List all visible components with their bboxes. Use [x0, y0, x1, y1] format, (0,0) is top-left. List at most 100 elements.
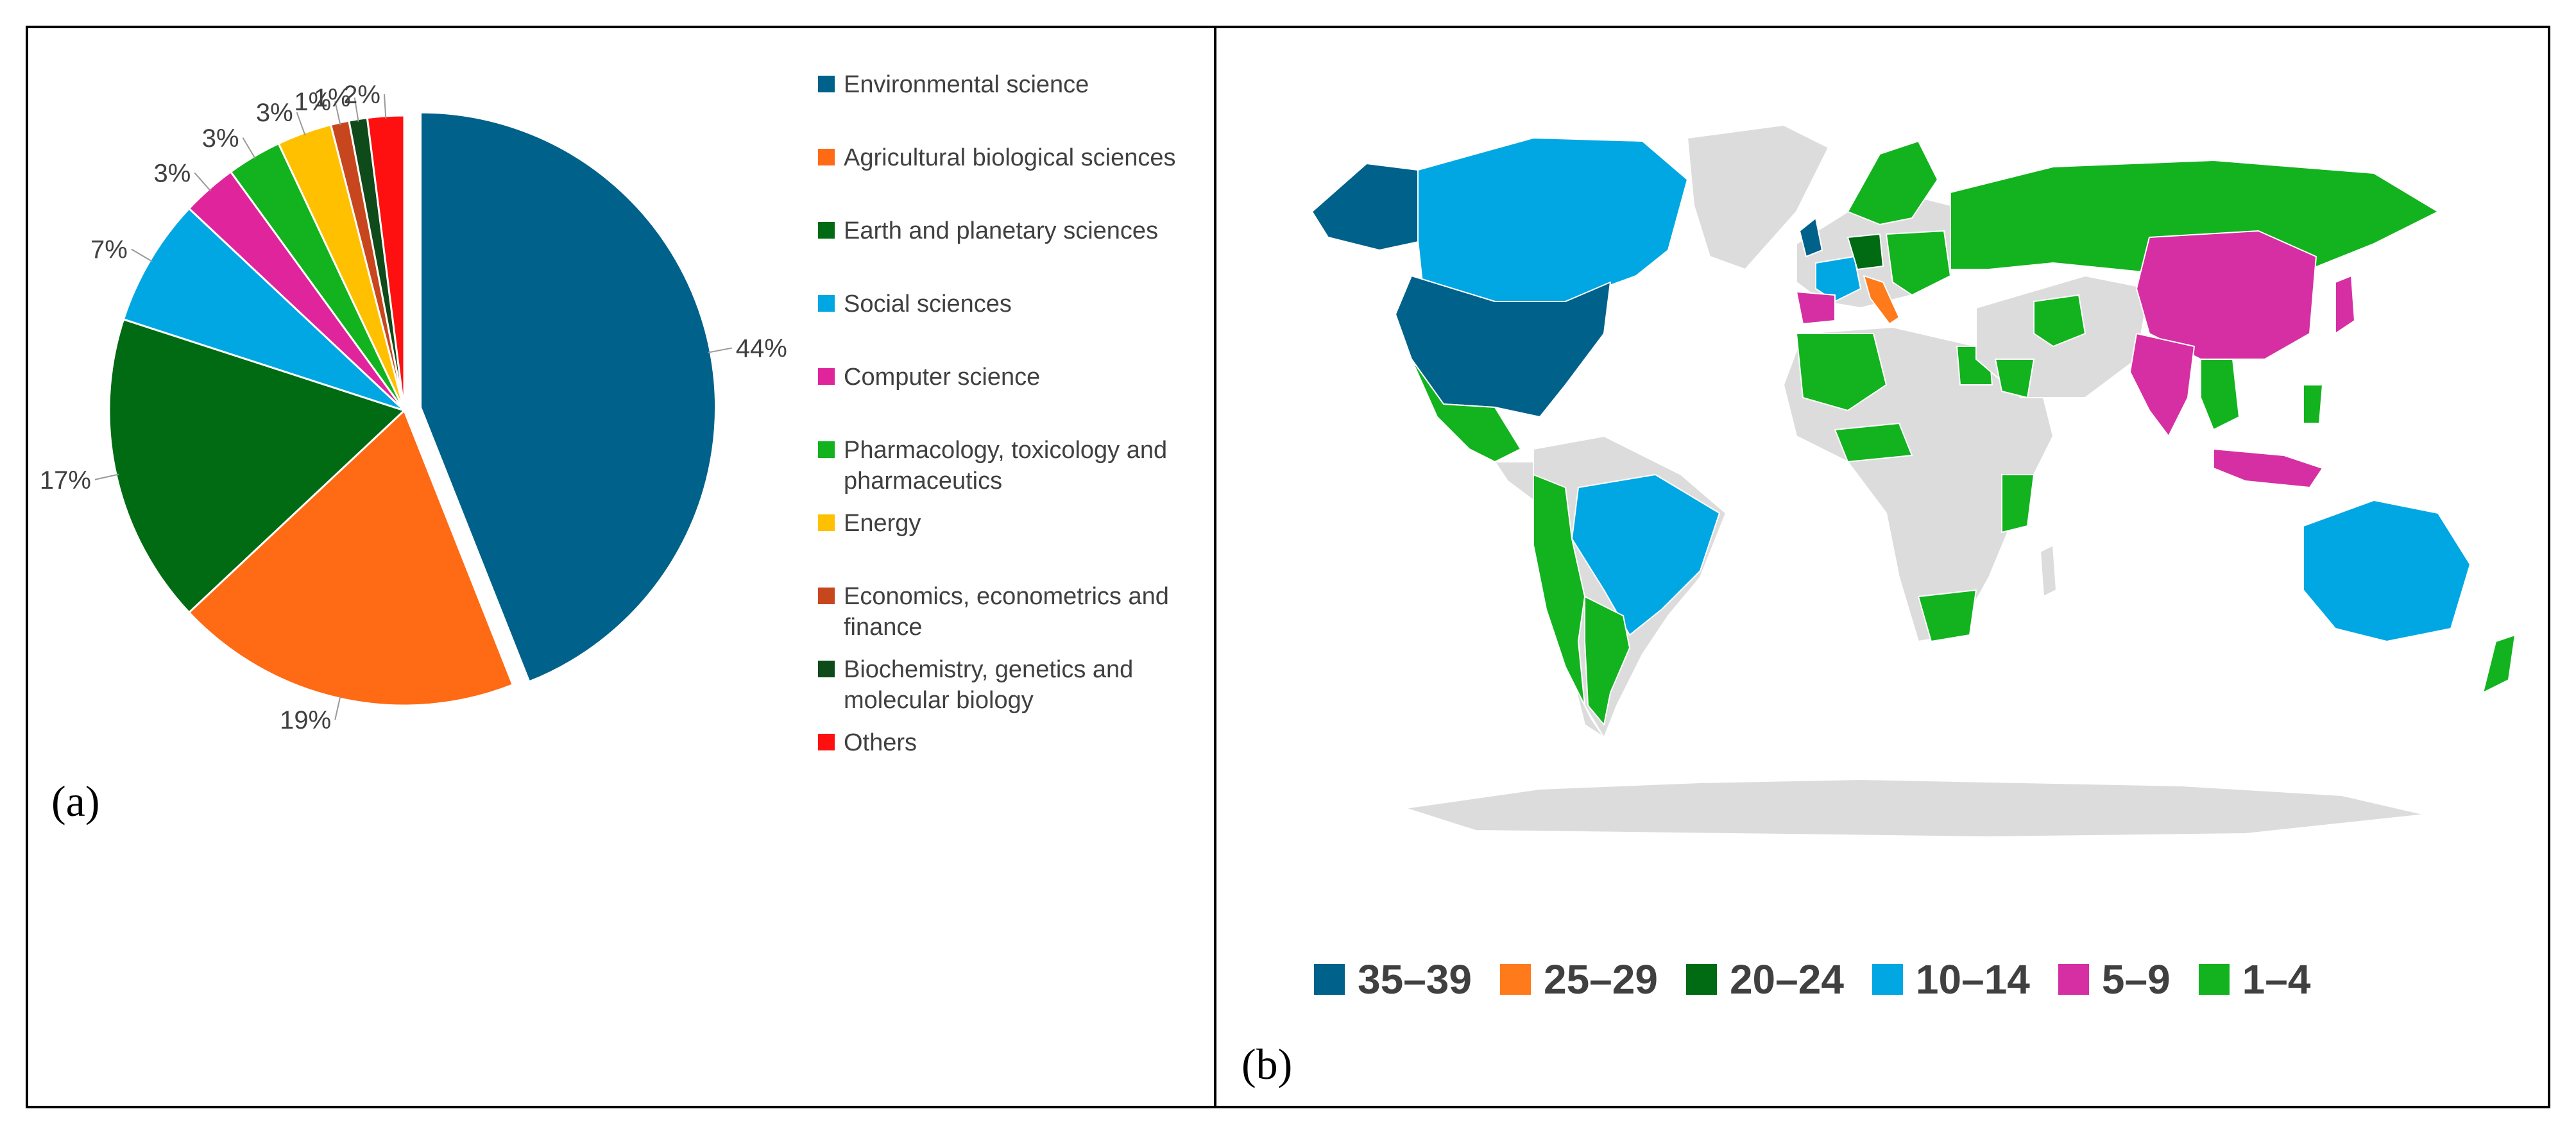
pie-data-label: 19%: [280, 706, 331, 734]
legend-item: Earth and planetary sciences: [818, 216, 1241, 246]
pie-data-label: 3%: [153, 159, 191, 187]
pie-chart: 44%19%17%7%3%3%3% 1%1%2%: [40, 81, 787, 734]
legend-label: Environmental science: [844, 71, 1089, 98]
legend-swatch: [818, 734, 835, 750]
leader-line: [94, 473, 119, 480]
map-region-antarctica: [1404, 779, 2426, 838]
map-region-canada: [1417, 137, 1688, 302]
legend-label: Computer science: [844, 364, 1041, 391]
legend-label: Earth and planetary sciences: [844, 217, 1159, 244]
pie-data-label: 44%: [736, 335, 787, 363]
legend-swatch: [818, 661, 835, 677]
map-region-south-africa: [1918, 589, 1977, 642]
legend-swatch: [818, 149, 835, 165]
map-region-brazil: [1571, 474, 1720, 636]
legend-swatch: [818, 514, 835, 531]
map-legend-item: 35–39: [1314, 956, 1472, 1003]
map-legend-item: 1–4: [2198, 956, 2311, 1003]
legend-item: Agricultural biological sciences: [818, 142, 1241, 173]
panel-b-label: (b): [1241, 1040, 1293, 1088]
map-region-mexico: [1411, 359, 1521, 462]
legend-item: Pharmacology, toxicology and pharmaceuti…: [818, 435, 1241, 496]
map-region-philippines: [2303, 384, 2323, 424]
pie-data-label: 1%: [294, 88, 331, 116]
panel-divider: [1214, 26, 1216, 1108]
map-region-usa: [1395, 275, 1611, 418]
map-legend-item: 5–9: [2058, 956, 2171, 1003]
legend-swatch: [818, 222, 835, 239]
map-legend-label: 35–39: [1358, 956, 1472, 1003]
map-region-alaska: [1311, 163, 1425, 251]
leader-line: [296, 112, 306, 136]
legend-label: Agricultural biological sciences: [844, 144, 1176, 171]
map-region-indonesia: [2213, 448, 2323, 488]
legend-label: Biochemistry, genetics and molecular bio…: [844, 656, 1134, 714]
map-legend-swatch: [1685, 964, 1717, 995]
map-region-new-zealand: [2482, 634, 2516, 693]
legend-item: Biochemistry, genetics and molecular bio…: [818, 654, 1241, 716]
leader-line: [131, 248, 153, 262]
world-map: [1311, 124, 2516, 838]
map-legend-swatch: [1499, 964, 1531, 995]
map-region-west-africa: [1834, 423, 1913, 462]
map-region-madagascar: [2040, 545, 2057, 597]
map-region-scandinavia: [1847, 140, 1938, 225]
leader-line: [194, 172, 212, 192]
map-region-china: [2136, 230, 2317, 360]
map-legend-item: 10–14: [1872, 956, 2030, 1003]
map-region-east-africa: [2001, 474, 2034, 533]
map-region-germany: [1847, 233, 1884, 270]
map-legend-label: 5–9: [2101, 956, 2171, 1003]
legend-item: Others: [818, 727, 1241, 758]
map-region-saudi: [1995, 359, 2034, 398]
legend-label: Economics, econometrics and finance: [844, 583, 1169, 641]
pie-data-label: 3%: [256, 99, 293, 127]
map-legend-item: 20–24: [1685, 956, 1844, 1003]
map-region-west-south-america: [1533, 474, 1605, 738]
map-legend-label: 10–14: [1915, 956, 2030, 1003]
pie-data-label: 1%: [314, 84, 351, 112]
legend-label: Social sciences: [844, 291, 1012, 317]
map-legend-swatch: [1872, 964, 1903, 995]
map-legend-swatch: [2058, 964, 2089, 995]
legend-swatch: [818, 441, 835, 458]
map-region-north-africa-nw: [1796, 333, 1887, 411]
map-legend-label: 1–4: [2242, 956, 2311, 1003]
map-region-italy: [1863, 275, 1900, 325]
map-region-france: [1815, 256, 1861, 302]
map-region-india: [2129, 333, 2195, 437]
legend-swatch: [818, 368, 835, 385]
leader-line: [354, 97, 359, 122]
legend-label: Pharmacology, toxicology and pharmaceuti…: [844, 437, 1168, 495]
map-region-eastern-europe: [1886, 230, 1951, 296]
legend-item: Economics, econometrics and finance: [818, 581, 1241, 643]
map-region-argentina: [1584, 596, 1630, 725]
legend-item: Social sciences: [818, 289, 1241, 319]
leader-line: [242, 137, 256, 160]
legend-item: Energy: [818, 508, 1241, 539]
pie-data-label: 17%: [40, 466, 91, 495]
map-region-uk: [1799, 217, 1823, 257]
map-region-iberia: [1796, 291, 1836, 325]
map-legend-swatch: [1314, 964, 1345, 995]
map-region-se-asia: [2200, 359, 2240, 430]
map-region-iran: [2033, 294, 2086, 347]
map-legend-swatch: [2198, 964, 2230, 995]
legend-label: Energy: [844, 510, 921, 537]
map-legend: 35–39 25–29 20–24 10–14 5–9 1–4: [1314, 956, 2339, 1003]
leader-line: [708, 347, 732, 353]
pie-data-label: 2%: [343, 81, 380, 109]
figure-frame: [26, 26, 2550, 1108]
legend-swatch: [818, 76, 835, 92]
leader-line: [334, 695, 341, 720]
map-region-japan: [2335, 275, 2355, 334]
legend-item: Computer science: [818, 362, 1241, 393]
legend-item: Environmental science: [818, 69, 1241, 100]
legend-swatch: [818, 588, 835, 604]
leader-line: [334, 101, 341, 126]
legend-label: Others: [844, 729, 917, 756]
map-legend-label: 20–24: [1729, 956, 1844, 1003]
map-region-australia: [2303, 500, 2471, 642]
panel-a-label: (a): [51, 777, 100, 825]
pie-data-label: 7%: [90, 236, 128, 264]
